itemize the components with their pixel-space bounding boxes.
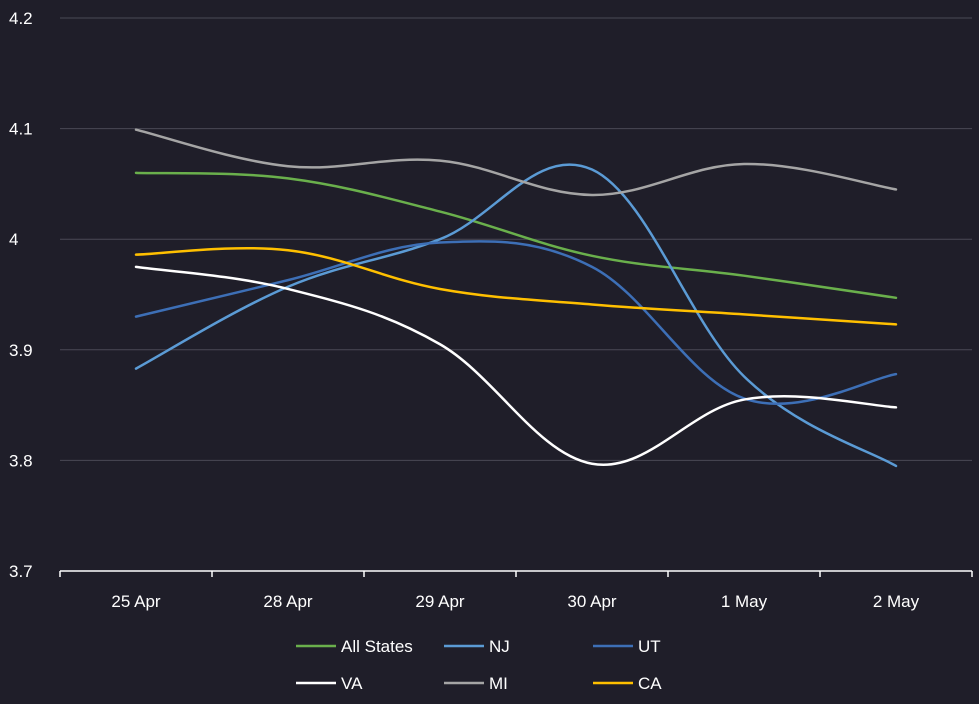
x-tick-label: 28 Apr (263, 592, 312, 611)
x-tick-label: 1 May (721, 592, 768, 611)
series-line-ut (134, 240, 898, 405)
x-tick-label: 30 Apr (567, 592, 616, 611)
legend: All States NJ UT VA MI CA (296, 637, 662, 693)
series-line-nj (134, 163, 898, 468)
legend-label: MI (489, 674, 508, 693)
x-tick-label: 2 May (873, 592, 920, 611)
y-tick-label: 3.8 (9, 451, 33, 470)
series-line-mi (134, 128, 898, 197)
legend-label: NJ (489, 637, 510, 656)
y-tick-label: 4.1 (9, 120, 33, 139)
legend-label: VA (341, 674, 363, 693)
gridlines (60, 17, 972, 461)
legend-item-ca: CA (593, 674, 662, 693)
y-tick-label: 3.7 (9, 562, 33, 581)
series-line-ca (134, 246, 898, 326)
y-axis-tick-labels: 4.2 4.1 4 3.9 3.8 3.7 (9, 9, 33, 581)
series-lines (134, 128, 898, 468)
series-line-all-states (134, 171, 898, 300)
legend-label: UT (638, 637, 661, 656)
y-tick-label: 3.9 (9, 341, 33, 360)
legend-label: All States (341, 637, 413, 656)
legend-item-va: VA (296, 674, 363, 693)
y-tick-label: 4.2 (9, 9, 33, 28)
y-tick-label: 4 (9, 230, 18, 249)
legend-item-nj: NJ (444, 637, 510, 656)
legend-item-ut: UT (593, 637, 661, 656)
legend-item-all-states: All States (296, 637, 413, 656)
legend-item-mi: MI (444, 674, 508, 693)
x-tick-label: 25 Apr (111, 592, 160, 611)
series-line-va (134, 265, 898, 467)
x-axis: 25 Apr 28 Apr 29 Apr 30 Apr 1 May 2 May (59, 570, 973, 611)
legend-label: CA (638, 674, 662, 693)
x-tick-label: 29 Apr (415, 592, 464, 611)
